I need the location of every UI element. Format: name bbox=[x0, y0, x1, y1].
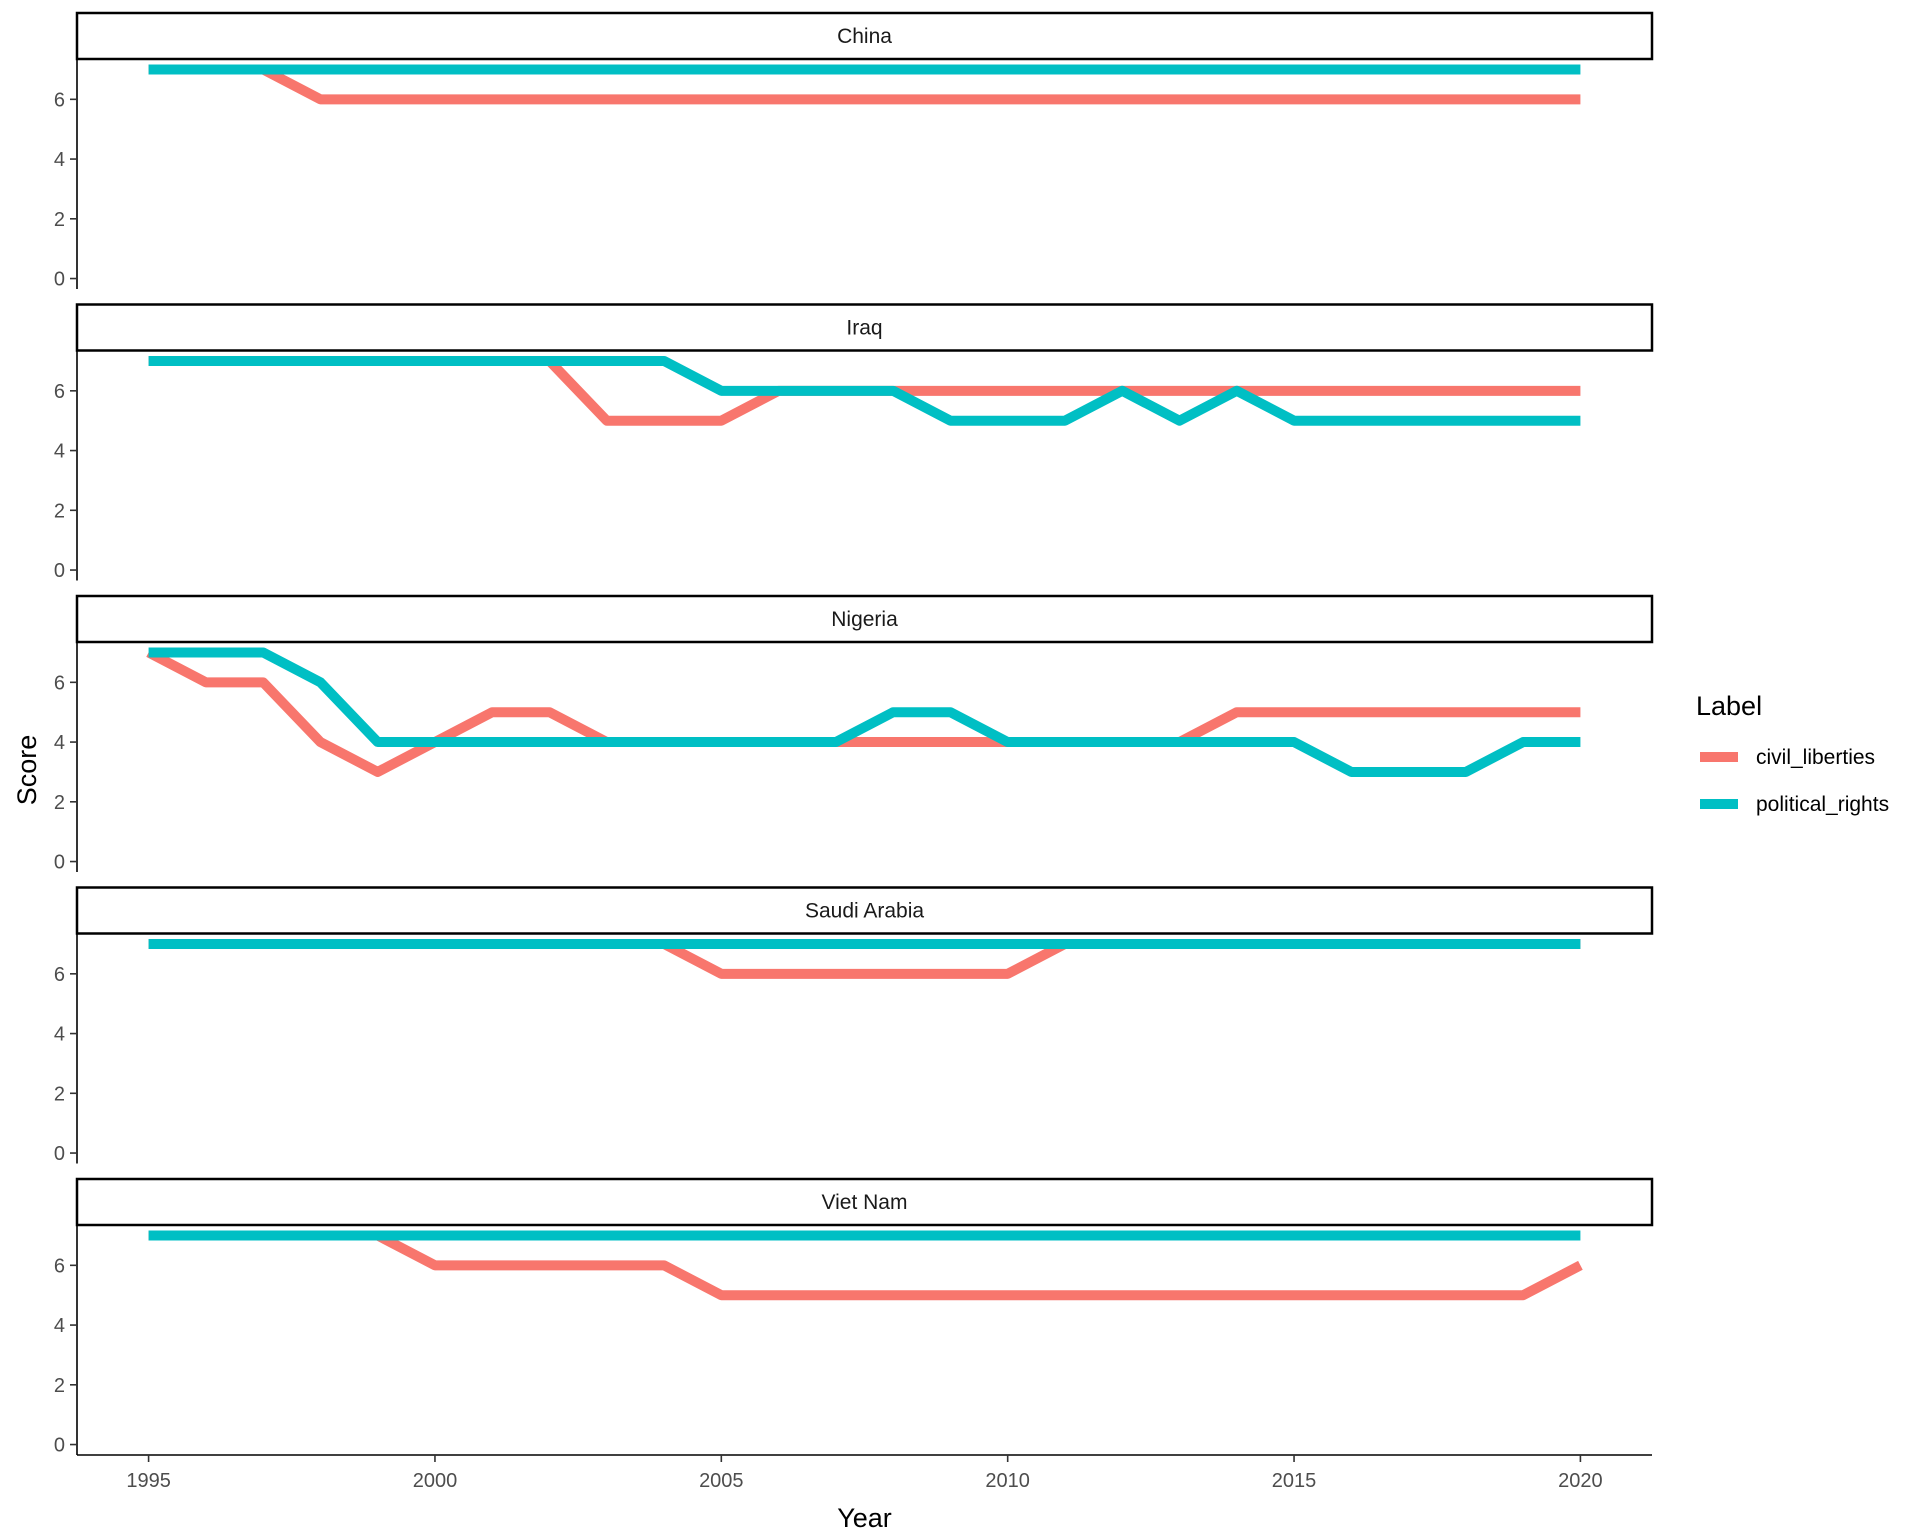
y-tick-label-iraq-6: 6 bbox=[54, 381, 65, 403]
y-tick-label-nigeria-4: 4 bbox=[54, 732, 65, 754]
y-tick-label-saudi-arabia-0: 0 bbox=[54, 1143, 65, 1165]
facet-strip-viet-nam bbox=[75, 1177, 1654, 1227]
x-tick-label-2005: 2005 bbox=[699, 1470, 744, 1492]
series-line-nigeria-civil-liberties bbox=[146, 648, 1581, 777]
y-tick-label-china-6: 6 bbox=[54, 89, 65, 111]
legend-title: Label bbox=[1696, 691, 1762, 721]
y-tick-label-nigeria-6: 6 bbox=[54, 672, 65, 694]
series-line-viet-nam-civil-liberties bbox=[148, 1230, 1583, 1301]
facet-strip-iraq bbox=[75, 303, 1654, 352]
facet-label-nigeria: Nigeria bbox=[831, 608, 898, 631]
y-tick-label-viet-nam-4: 4 bbox=[54, 1315, 65, 1337]
legend-label-political-rights: political_rights bbox=[1756, 793, 1889, 816]
series-line-nigeria-political-rights bbox=[148, 647, 1581, 777]
legend-label-civil-liberties: civil_liberties bbox=[1756, 746, 1875, 769]
facet-label-saudi-arabia: Saudi Arabia bbox=[805, 900, 924, 923]
facet-strip-nigeria bbox=[75, 594, 1654, 644]
x-tick-label-2000: 2000 bbox=[413, 1470, 458, 1492]
y-tick-label-china-0: 0 bbox=[54, 269, 65, 291]
facet-label-china: China bbox=[837, 25, 892, 48]
x-tick-label-2020: 2020 bbox=[1558, 1470, 1603, 1492]
y-tick-label-viet-nam-0: 0 bbox=[54, 1435, 65, 1457]
y-tick-label-viet-nam-6: 6 bbox=[54, 1255, 65, 1277]
y-tick-label-iraq-4: 4 bbox=[54, 441, 65, 463]
facet-label-viet-nam: Viet Nam bbox=[822, 1191, 908, 1214]
x-tick-label-1995: 1995 bbox=[126, 1470, 171, 1492]
facet-label-iraq: Iraq bbox=[846, 317, 882, 340]
y-tick-label-iraq-2: 2 bbox=[54, 500, 65, 522]
y-tick-label-china-2: 2 bbox=[54, 209, 65, 231]
series-line-china-civil-liberties bbox=[148, 64, 1581, 105]
series-line-iraq-political-rights bbox=[148, 355, 1581, 426]
facet-strip-saudi-arabia bbox=[75, 886, 1654, 935]
facet-strip-china bbox=[75, 11, 1654, 61]
y-tick-label-china-4: 4 bbox=[54, 149, 65, 171]
x-tick-label-2010: 2010 bbox=[985, 1470, 1030, 1492]
x-axis-title: Year bbox=[837, 1503, 892, 1533]
y-tick-label-nigeria-0: 0 bbox=[54, 852, 65, 874]
y-tick-label-viet-nam-2: 2 bbox=[54, 1375, 65, 1397]
y-tick-label-nigeria-2: 2 bbox=[54, 792, 65, 814]
y-tick-label-saudi-arabia-6: 6 bbox=[54, 964, 65, 986]
x-tick-label-2015: 2015 bbox=[1272, 1470, 1317, 1492]
y-axis-title: Score bbox=[12, 735, 42, 806]
y-tick-label-iraq-0: 0 bbox=[54, 560, 65, 582]
y-tick-label-saudi-arabia-4: 4 bbox=[54, 1024, 65, 1046]
y-tick-label-saudi-arabia-2: 2 bbox=[54, 1083, 65, 1105]
